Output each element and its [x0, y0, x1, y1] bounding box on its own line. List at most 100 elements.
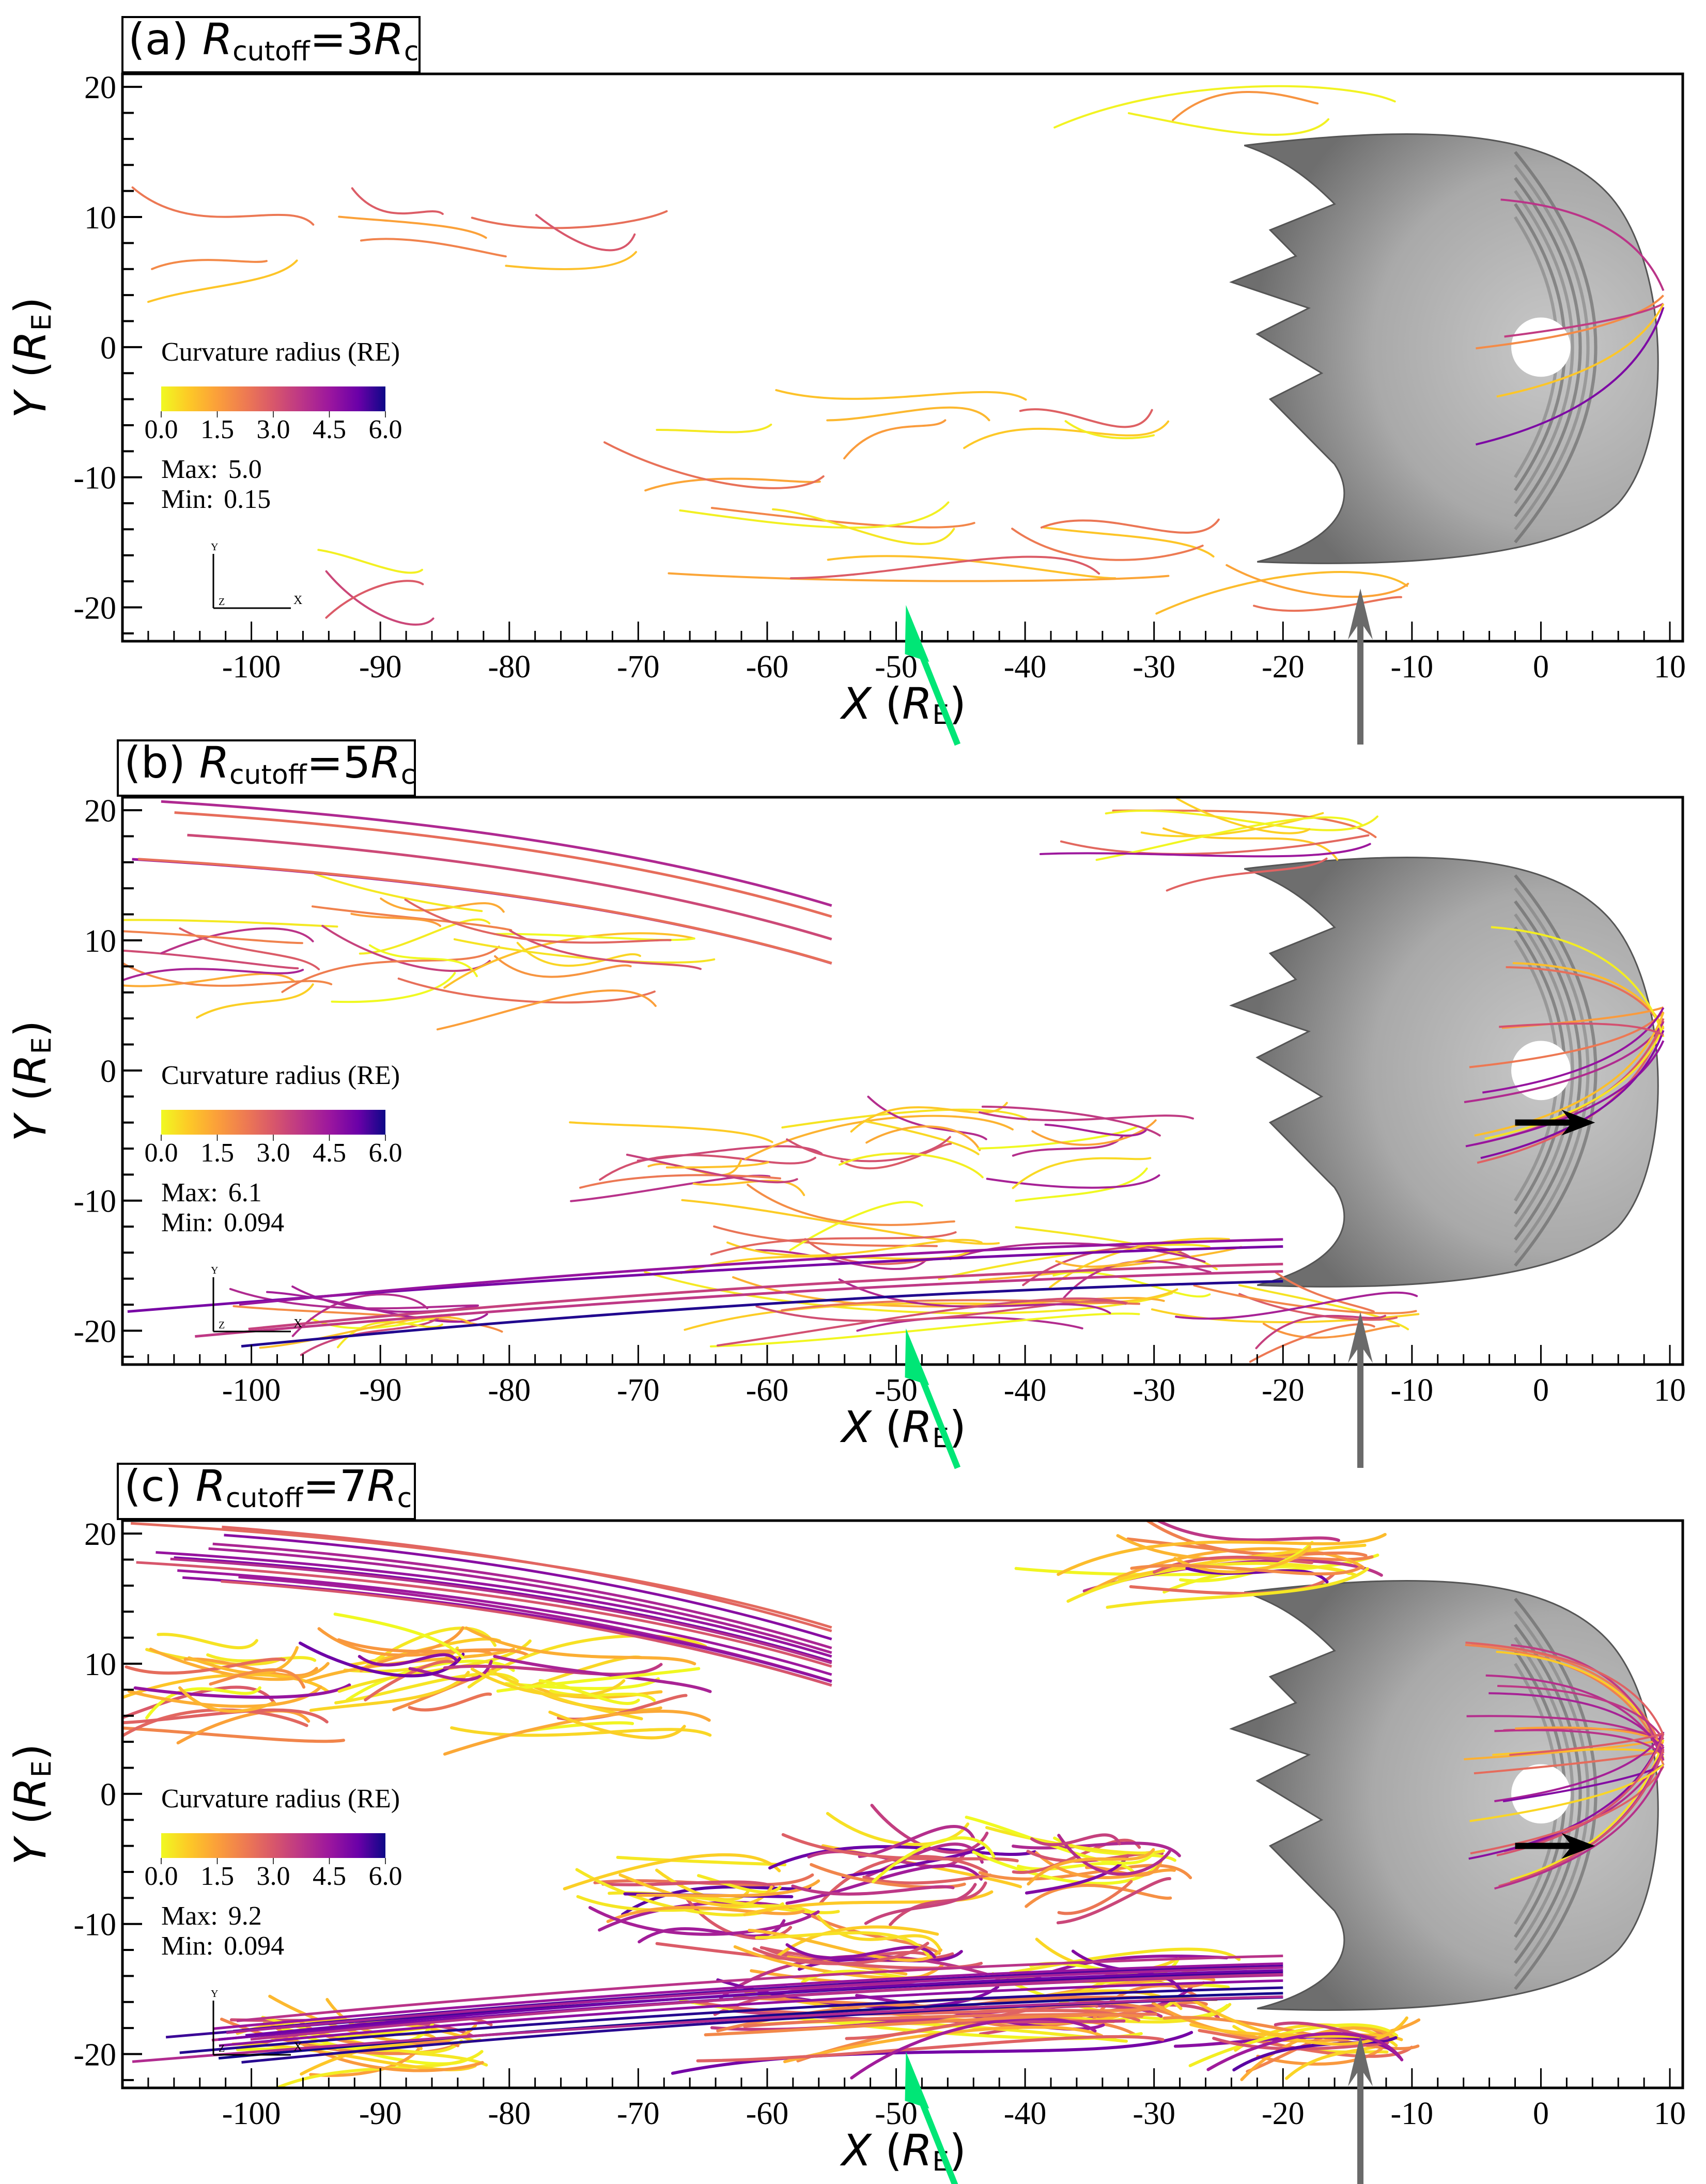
field-line — [1012, 1136, 1123, 1157]
field-line — [450, 1726, 712, 1737]
colorbar-title: Curvature radius (RE) — [161, 1061, 400, 1090]
field-line — [1060, 834, 1370, 855]
x-tick-label: 10 — [1654, 1373, 1686, 1408]
long-field-line — [224, 1534, 832, 1640]
field-line — [338, 215, 487, 239]
dayside-field-line — [1494, 1729, 1664, 1756]
field-line — [775, 389, 1027, 401]
colorbar — [161, 386, 385, 411]
min-value: 0.094 — [224, 1208, 284, 1237]
field-line — [826, 406, 990, 422]
field-line — [538, 1679, 640, 1705]
field-line — [601, 1880, 775, 1888]
y-tick-label: 20 — [84, 70, 116, 105]
field-line — [494, 955, 632, 978]
magnetopause-surface — [1229, 1580, 1659, 2011]
panel-title: (c) Rcutoff=7Rc — [117, 1461, 416, 1520]
field-line — [755, 1299, 1128, 1322]
field-line — [1039, 843, 1371, 858]
field-line — [145, 1686, 261, 1720]
colorbar-legend: Curvature radius (RE) 0.0 1.5 3.0 4.5 6.0 Max:… — [145, 1784, 402, 1961]
y-tick-label: -20 — [73, 2038, 116, 2073]
field-line — [1155, 1521, 1340, 1542]
dayside-field-line — [1488, 1692, 1665, 1753]
long-field-line — [241, 1280, 1283, 1348]
field-line — [325, 580, 424, 619]
long-field-line — [138, 858, 832, 965]
field-line — [1057, 1834, 1171, 1876]
colorbar-tick-label: 3.0 — [257, 1138, 290, 1168]
colorbar-tick-label: 1.5 — [200, 1862, 234, 1891]
field-line — [179, 927, 320, 970]
dayside-field-line — [1494, 1763, 1665, 1890]
long-field-line — [187, 833, 832, 941]
dayside-field-line — [1469, 1763, 1664, 1822]
field-line — [489, 1669, 643, 1721]
field-line — [1043, 526, 1215, 558]
triad-x-label: X — [293, 1317, 302, 1330]
field-line — [713, 1225, 938, 1247]
field-line — [122, 1708, 329, 1725]
field-line — [317, 549, 423, 574]
field-line — [1238, 1284, 1409, 1330]
title-sub: cutoff — [232, 36, 311, 67]
x-tick-label: -40 — [1004, 1373, 1047, 1408]
long-field-line — [221, 1580, 832, 1687]
colorbar-title: Curvature radius (RE) — [161, 337, 400, 367]
title-prefix: (b) — [124, 737, 199, 788]
x-tick-label: -20 — [1262, 1373, 1305, 1408]
field-line — [1044, 1123, 1147, 1137]
earth-hole — [1511, 317, 1571, 377]
x-tick-label: -80 — [488, 2096, 531, 2131]
x-tick-label: -60 — [746, 649, 789, 685]
long-field-line — [212, 1962, 1283, 2030]
dayside-field-line — [1504, 302, 1664, 338]
field-line — [1055, 1249, 1183, 1268]
title-R: R — [195, 1461, 225, 1511]
colorbar — [161, 1833, 385, 1858]
colorbar — [161, 1110, 385, 1135]
field-line — [464, 1626, 696, 1666]
field-line — [644, 477, 821, 492]
title-R: R — [203, 14, 232, 65]
field-line — [781, 1299, 1141, 1312]
title-R2: R — [374, 14, 404, 65]
title-text: (a) Rcutoff=3Rc — [128, 14, 418, 67]
field-line — [858, 1825, 975, 1858]
y-tick-label: 0 — [100, 1777, 116, 1813]
title-eq: =7 — [303, 1461, 367, 1511]
triad-x-label: X — [293, 594, 302, 607]
field-line — [603, 441, 825, 489]
field-line — [1087, 1547, 1365, 1594]
title-R2: R — [370, 737, 400, 788]
field-line — [311, 905, 513, 932]
colorbar-legend: Curvature radius (RE) 0.0 1.5 3.0 4.5 6.0 Max:… — [145, 1061, 402, 1237]
gray-arrow-head — [1348, 2035, 1373, 2086]
long-field-line — [177, 1569, 832, 1676]
colorbar-tick-label: 3.0 — [257, 1862, 290, 1891]
field-line — [1262, 1322, 1400, 1339]
max-value: 9.2 — [228, 1901, 262, 1931]
field-line — [1030, 1833, 1121, 1847]
field-line — [1188, 2023, 1399, 2067]
field-line — [359, 918, 491, 955]
field-line — [291, 1293, 429, 1337]
field-line — [122, 930, 303, 944]
min-label: Min: — [161, 1931, 213, 1961]
dayside-field-line — [1480, 1030, 1665, 1159]
field-line — [1212, 2037, 1389, 2051]
field-line — [314, 873, 483, 912]
y-axis-label: Y (RE) — [5, 1020, 57, 1142]
field-line — [1256, 2040, 1390, 2066]
field-line — [697, 1874, 782, 1894]
field-line — [986, 1174, 1160, 1189]
gray-arrow — [1348, 588, 1373, 745]
title-text: (c) Rcutoff=7Rc — [124, 1461, 412, 1514]
field-line — [747, 1183, 955, 1226]
field-line — [863, 1120, 980, 1155]
field-line — [1155, 571, 1408, 615]
colorbar-title: Curvature radius (RE) — [161, 1784, 400, 1814]
surface-shape — [1229, 857, 1659, 1288]
